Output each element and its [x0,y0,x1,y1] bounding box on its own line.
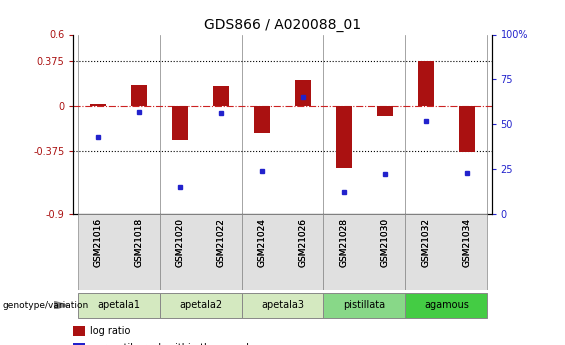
FancyBboxPatch shape [77,293,159,318]
Bar [295,80,311,106]
Bar [377,106,393,116]
Text: GSM21016: GSM21016 [94,218,102,267]
Text: GSM21020: GSM21020 [176,218,185,267]
Text: log ratio: log ratio [90,326,131,336]
Text: GSM21028: GSM21028 [340,218,349,267]
Text: GSM21034: GSM21034 [463,218,471,267]
Text: apetala1: apetala1 [97,300,140,310]
Text: GSM21024: GSM21024 [258,218,267,267]
Text: GSM21032: GSM21032 [421,218,431,267]
Text: GSM21018: GSM21018 [134,218,144,267]
Text: GSM21030: GSM21030 [380,218,389,267]
Text: GSM21030: GSM21030 [380,218,389,267]
Bar [172,106,188,140]
Text: GSM21022: GSM21022 [216,218,225,267]
FancyBboxPatch shape [241,214,324,290]
Text: GSM21018: GSM21018 [134,218,144,267]
Text: GSM21026: GSM21026 [298,218,307,267]
Text: apetala2: apetala2 [179,300,222,310]
FancyBboxPatch shape [77,214,159,290]
Text: pistillata: pistillata [344,300,385,310]
Text: GSM21024: GSM21024 [258,218,267,267]
Text: GSM21022: GSM21022 [216,218,225,267]
Text: GSM21034: GSM21034 [463,218,471,267]
Bar [90,104,106,106]
Text: GSM21032: GSM21032 [421,218,431,267]
Text: apetala3: apetala3 [261,300,304,310]
Text: GSM21020: GSM21020 [176,218,185,267]
Bar [73,343,85,345]
FancyBboxPatch shape [324,293,406,318]
Text: percentile rank within the sample: percentile rank within the sample [90,344,255,345]
Bar [131,85,147,106]
Polygon shape [54,301,68,309]
FancyBboxPatch shape [241,293,324,318]
FancyBboxPatch shape [406,214,488,290]
FancyBboxPatch shape [159,293,241,318]
Title: GDS866 / A020088_01: GDS866 / A020088_01 [204,18,361,32]
Text: GSM21026: GSM21026 [298,218,307,267]
FancyBboxPatch shape [406,293,488,318]
Bar [418,61,434,106]
FancyBboxPatch shape [159,214,241,290]
Bar [254,106,270,132]
Text: agamous: agamous [424,300,469,310]
Text: genotype/variation: genotype/variation [3,301,89,310]
Bar [336,106,352,168]
Text: GSM21028: GSM21028 [340,218,349,267]
Bar [459,106,475,152]
Bar [213,86,229,106]
Text: GSM21016: GSM21016 [94,218,102,267]
Bar [73,326,85,336]
FancyBboxPatch shape [324,214,406,290]
